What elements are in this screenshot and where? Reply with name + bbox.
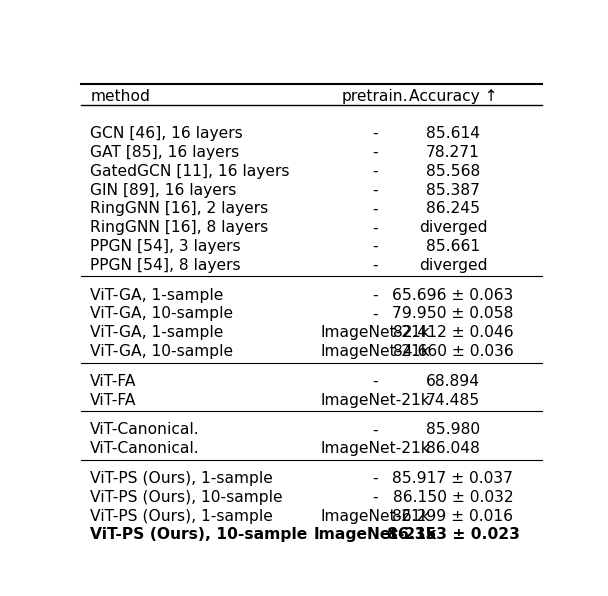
- Text: 85.661: 85.661: [426, 239, 480, 254]
- Text: diverged: diverged: [419, 258, 487, 273]
- Text: ImageNet-21k: ImageNet-21k: [320, 441, 430, 456]
- Text: ImageNet-21k: ImageNet-21k: [314, 527, 437, 542]
- Text: -: -: [372, 471, 378, 486]
- Text: GIN [89], 16 layers: GIN [89], 16 layers: [90, 182, 237, 198]
- Text: 85.568: 85.568: [426, 164, 480, 179]
- Text: -: -: [372, 258, 378, 273]
- Text: PPGN [54], 3 layers: PPGN [54], 3 layers: [90, 239, 241, 254]
- Text: RingGNN [16], 8 layers: RingGNN [16], 8 layers: [90, 221, 268, 235]
- Text: ViT-FA: ViT-FA: [90, 374, 137, 389]
- Text: -: -: [372, 239, 378, 254]
- Text: 82.412 ± 0.046: 82.412 ± 0.046: [393, 325, 513, 340]
- Text: ViT-FA: ViT-FA: [90, 393, 137, 408]
- Text: 85.614: 85.614: [426, 126, 480, 141]
- Text: 86.245: 86.245: [426, 201, 480, 216]
- Text: ViT-GA, 1-sample: ViT-GA, 1-sample: [90, 288, 224, 303]
- Text: ViT-GA, 1-sample: ViT-GA, 1-sample: [90, 325, 224, 340]
- Text: 85.387: 85.387: [426, 182, 480, 198]
- Text: -: -: [372, 201, 378, 216]
- Text: -: -: [372, 306, 378, 321]
- Text: 86.150 ± 0.032: 86.150 ± 0.032: [393, 490, 513, 505]
- Text: ViT-Canonical.: ViT-Canonical.: [90, 423, 200, 437]
- Text: 85.917 ± 0.037: 85.917 ± 0.037: [392, 471, 514, 486]
- Text: -: -: [372, 221, 378, 235]
- Text: RingGNN [16], 2 layers: RingGNN [16], 2 layers: [90, 201, 268, 216]
- Text: diverged: diverged: [419, 221, 487, 235]
- Text: ImageNet-21k: ImageNet-21k: [320, 325, 430, 340]
- Text: GCN [46], 16 layers: GCN [46], 16 layers: [90, 126, 243, 141]
- Text: ViT-Canonical.: ViT-Canonical.: [90, 441, 200, 456]
- Text: Accuracy ↑: Accuracy ↑: [409, 89, 497, 104]
- Text: 84.660 ± 0.036: 84.660 ± 0.036: [393, 344, 513, 359]
- Text: GAT [85], 16 layers: GAT [85], 16 layers: [90, 145, 240, 160]
- Text: PPGN [54], 8 layers: PPGN [54], 8 layers: [90, 258, 241, 273]
- Text: ViT-PS (Ours), 1-sample: ViT-PS (Ours), 1-sample: [90, 508, 273, 523]
- Text: -: -: [372, 126, 378, 141]
- Text: ViT-PS (Ours), 10-sample: ViT-PS (Ours), 10-sample: [90, 527, 308, 542]
- Text: 86.299 ± 0.016: 86.299 ± 0.016: [392, 508, 514, 523]
- Text: -: -: [372, 164, 378, 179]
- Text: ImageNet-21k: ImageNet-21k: [320, 508, 430, 523]
- Text: 86.048: 86.048: [426, 441, 480, 456]
- Text: -: -: [372, 182, 378, 198]
- Text: 79.950 ± 0.058: 79.950 ± 0.058: [392, 306, 514, 321]
- Text: 86.353 ± 0.023: 86.353 ± 0.023: [387, 527, 519, 542]
- Text: method: method: [90, 89, 150, 104]
- Text: ViT-PS (Ours), 1-sample: ViT-PS (Ours), 1-sample: [90, 471, 273, 486]
- Text: -: -: [372, 374, 378, 389]
- Text: 78.271: 78.271: [426, 145, 480, 160]
- Text: -: -: [372, 423, 378, 437]
- Text: ViT-PS (Ours), 10-sample: ViT-PS (Ours), 10-sample: [90, 490, 283, 505]
- Text: ImageNet-21k: ImageNet-21k: [320, 393, 430, 408]
- Text: ViT-GA, 10-sample: ViT-GA, 10-sample: [90, 344, 233, 359]
- Text: 65.696 ± 0.063: 65.696 ± 0.063: [392, 288, 514, 303]
- Text: pretrain.: pretrain.: [342, 89, 409, 104]
- Text: -: -: [372, 288, 378, 303]
- Text: 68.894: 68.894: [426, 374, 480, 389]
- Text: -: -: [372, 490, 378, 505]
- Text: -: -: [372, 145, 378, 160]
- Text: ViT-GA, 10-sample: ViT-GA, 10-sample: [90, 306, 233, 321]
- Text: 85.980: 85.980: [426, 423, 480, 437]
- Text: GatedGCN [11], 16 layers: GatedGCN [11], 16 layers: [90, 164, 289, 179]
- Text: ImageNet-21k: ImageNet-21k: [320, 344, 430, 359]
- Text: 74.485: 74.485: [426, 393, 480, 408]
